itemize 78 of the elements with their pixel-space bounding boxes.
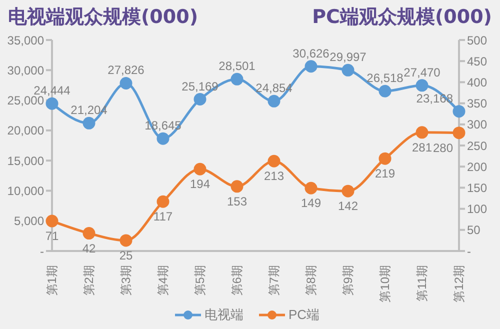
point	[156, 132, 170, 145]
x-tick-label: 第10期	[378, 265, 392, 302]
data-label: 142	[338, 199, 358, 214]
point	[230, 72, 244, 86]
y2-tick-label: 200	[467, 160, 488, 174]
y-tick-label: 15,000	[7, 154, 44, 168]
data-label: 26,518	[366, 71, 404, 86]
x-tick-label: 第5期	[193, 265, 207, 296]
data-label: 280	[432, 140, 454, 155]
y2-tick-label: 250	[467, 138, 488, 153]
point	[230, 180, 244, 193]
y-tick-label: 20,000	[7, 124, 44, 138]
x-tick-label: 第3期	[119, 265, 133, 296]
data-label: 153	[226, 194, 248, 208]
x-tick-label: 第4期	[156, 265, 170, 296]
x-tick-label: 第6期	[230, 265, 244, 296]
data-label: 27,470	[404, 65, 441, 80]
point	[416, 79, 428, 92]
point	[342, 184, 354, 198]
y2-tick-label: -	[467, 244, 471, 258]
x-tick-label: 第2期	[82, 265, 96, 296]
point	[452, 126, 466, 140]
legend-label: PC端	[288, 306, 320, 324]
point	[268, 94, 280, 108]
y2-tick-label: 350	[467, 96, 488, 111]
x-tick-label: 第9期	[341, 265, 355, 296]
data-label: 71	[45, 229, 59, 244]
data-label: 30,626	[292, 46, 330, 60]
data-label: 42	[82, 241, 96, 256]
y-tick-label: -	[40, 244, 44, 258]
data-label: 213	[264, 169, 284, 184]
point	[194, 93, 206, 106]
point	[194, 162, 206, 176]
y-tick-label: 5,000	[14, 214, 44, 228]
data-label: 194	[190, 177, 210, 192]
data-label: 27,826	[108, 63, 145, 78]
data-label: 117	[153, 210, 173, 224]
point	[452, 105, 466, 118]
y2-tick-label: 50	[467, 223, 481, 238]
y-tick-label: 35,000	[7, 33, 44, 48]
point	[342, 64, 354, 76]
y-tick-label: 10,000	[7, 184, 44, 198]
data-label: 25	[119, 248, 133, 262]
point	[82, 227, 96, 240]
legend-label: 电视端	[204, 306, 244, 324]
data-label: 219	[374, 166, 396, 181]
y-axis-title: 电视端观众规模(000)	[8, 5, 198, 30]
point	[46, 214, 58, 228]
y-tick-label: 25,000	[7, 94, 44, 108]
x-tick-label: 第7期	[267, 265, 281, 296]
data-label: 29,997	[330, 50, 367, 64]
point	[416, 126, 428, 139]
point	[304, 60, 318, 73]
data-label: 149	[300, 196, 322, 210]
y2-tick-label: 450	[467, 54, 488, 68]
y2-tick-label: 150	[467, 180, 488, 195]
point	[378, 152, 392, 165]
y2-tick-label: 500	[467, 33, 488, 48]
point	[46, 97, 58, 110]
point	[378, 84, 392, 98]
data-label: 281	[412, 140, 432, 154]
x-tick-label: 第11期	[415, 265, 429, 302]
point	[304, 182, 318, 194]
y-tick-label: 30,000	[7, 63, 44, 78]
x-tick-label: 第12期	[452, 265, 466, 302]
y2-tick-label: 300	[467, 118, 488, 132]
point	[268, 154, 280, 168]
point	[82, 116, 96, 130]
point	[120, 234, 132, 247]
data-label: 28,501	[218, 59, 256, 74]
y2-tick-label: 400	[467, 75, 488, 90]
point	[120, 77, 132, 90]
point	[156, 195, 170, 208]
x-tick-label: 第1期	[45, 265, 59, 296]
y2-tick-label: 100	[467, 202, 488, 216]
x-tick-label: 第8期	[304, 265, 318, 296]
y2-axis-title: PC端观众规模(000)	[312, 5, 492, 30]
data-label: 25,169	[182, 79, 219, 94]
